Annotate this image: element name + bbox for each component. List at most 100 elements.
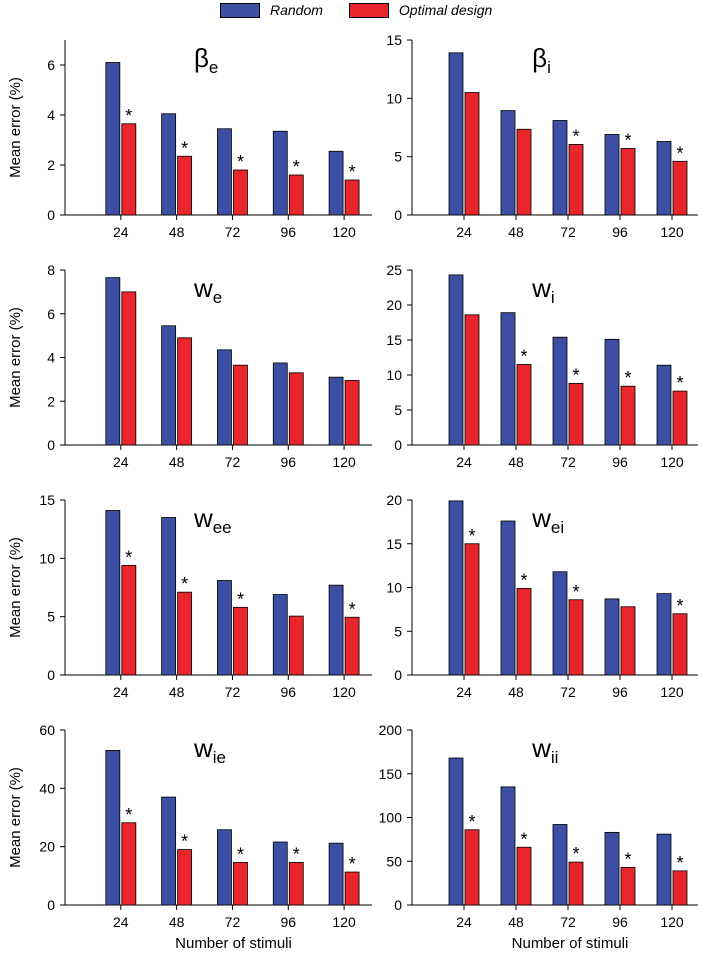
panel-2-y-tick-label: 10 — [386, 90, 402, 106]
panel-4-bar-optimal — [568, 382, 584, 446]
panel-3-y-tick-label: 6 — [47, 306, 55, 322]
legend-label-optimal: Optimal design — [398, 2, 493, 18]
panel-7-title-base: w — [193, 733, 213, 763]
panel-1-significance-marker: * — [125, 106, 132, 126]
panel-5-significance-marker: * — [181, 574, 188, 594]
panel-5-bar-optimal — [344, 616, 360, 676]
panel-1-title: βe — [194, 43, 218, 77]
panel-4-bar-optimal — [464, 314, 480, 446]
panel-7-significance-marker: * — [181, 832, 188, 852]
panel-3-title-base: w — [193, 273, 213, 303]
panel-6-bar-random — [604, 598, 620, 676]
panel-4-x-tick-label: 72 — [560, 454, 576, 470]
panel-2-y-tick-label: 5 — [394, 149, 402, 165]
panel-4-y-tick-label: 25 — [386, 262, 402, 278]
panel-3-bar-random — [272, 362, 288, 446]
legend-swatch-optimal — [348, 2, 389, 18]
panel-6-title-subscript: ei — [551, 518, 564, 537]
panel-2-bar-random — [552, 120, 568, 216]
panel-7-bar-optimal — [344, 871, 360, 906]
panel-3-bar-random — [328, 376, 344, 446]
panel-3-title: we — [193, 273, 222, 307]
panel-2-significance-marker: * — [676, 143, 683, 163]
panel-3-bar-random — [105, 277, 121, 446]
panel-7-significance-marker: * — [125, 805, 132, 825]
panel-7-bar-optimal — [177, 849, 193, 906]
panel-2-bar-random — [656, 141, 672, 216]
panel-1-y-tick-label: 2 — [47, 157, 55, 173]
panel-1-x-tick-label: 72 — [225, 224, 241, 240]
panel-6-bar-optimal — [516, 587, 532, 676]
panel-3-bar-optimal — [288, 372, 304, 446]
panel-8-significance-marker: * — [468, 812, 475, 832]
panel-7-bar-optimal — [121, 822, 137, 906]
panel-4-x-tick-label: 24 — [456, 454, 472, 470]
panel-7-bar-optimal — [233, 862, 248, 906]
panel-6-significance-marker: * — [520, 570, 527, 590]
panel-8-title-base: w — [531, 733, 551, 763]
panel-6-x-tick-label: 72 — [560, 684, 576, 700]
panel-7-x-tick-label: 120 — [332, 914, 356, 930]
panel-3-x-tick-label: 96 — [280, 454, 296, 470]
panel-2-bar-random — [448, 52, 464, 216]
panel-6-title: wei — [531, 503, 564, 537]
panel-6-bar-optimal — [568, 599, 584, 676]
panel-1-significance-marker: * — [349, 162, 356, 182]
panel-8-y-tick-label: 0 — [394, 897, 402, 913]
panel-6-bar-random — [448, 500, 464, 676]
panel-8-significance-marker: * — [676, 853, 683, 873]
panel-7-significance-marker: * — [293, 844, 300, 864]
panel-1-x-tick-label: 48 — [169, 224, 185, 240]
panel-1-title-base: β — [194, 43, 209, 73]
panel-6-significance-marker: * — [676, 596, 683, 616]
panel-8-y-tick-label: 200 — [379, 722, 403, 738]
panel-3-bar-optimal — [344, 380, 360, 446]
panel-5-y-axis-label: Mean error (%) — [7, 537, 24, 638]
panel-6-y-tick-label: 10 — [386, 580, 402, 596]
panel-7-bar-random — [272, 841, 288, 906]
panel-5-x-tick-label: 120 — [332, 684, 356, 700]
panel-6-bar-optimal — [620, 606, 636, 676]
panel-1-x-tick-label: 96 — [280, 224, 296, 240]
panel-8-significance-marker: * — [572, 844, 579, 864]
panel-5-bar-optimal — [233, 606, 248, 676]
panel-5-bar-optimal — [288, 615, 304, 676]
panel-5-significance-marker: * — [349, 599, 356, 619]
panel-7-y-tick-label: 0 — [47, 897, 55, 913]
panel-8-bar-random — [500, 786, 516, 906]
panel-3-y-tick-label: 2 — [47, 393, 55, 409]
panel-2-x-tick-label: 24 — [456, 224, 472, 240]
panel-7-bar-random — [161, 796, 177, 906]
panel-2-x-tick-label: 96 — [612, 224, 628, 240]
panel-6-significance-marker: * — [572, 582, 579, 602]
panel-1-bar-random — [328, 150, 344, 216]
panel-8-x-tick-label: 48 — [508, 914, 524, 930]
panel-1-bar-optimal — [288, 174, 304, 216]
panel-8-bar-random — [552, 824, 568, 906]
panel-5-bar-random — [217, 580, 232, 676]
panel-2-significance-marker: * — [572, 126, 579, 146]
panel-4-y-tick-label: 20 — [386, 297, 402, 313]
panel-1-title-subscript: e — [209, 58, 218, 77]
panel-1-bar-optimal — [233, 169, 248, 216]
panel-2-title: βi — [532, 43, 551, 77]
panel-6-bar-random — [552, 571, 568, 676]
panel-1-significance-marker: * — [237, 152, 244, 172]
panel-4-bar-optimal — [672, 390, 688, 446]
panel-1-x-tick-label: 24 — [113, 224, 129, 240]
panel-6-x-tick-label: 24 — [456, 684, 472, 700]
panel-3-bar-random — [161, 325, 177, 446]
panel-2-x-tick-label: 120 — [660, 224, 684, 240]
panel-4-bar-random — [604, 338, 620, 446]
panel-2-y-tick-label: 15 — [386, 32, 402, 48]
panel-1-y-tick-label: 0 — [47, 207, 55, 223]
panel-5-bar-optimal — [177, 591, 193, 676]
panel-7-bar-random — [328, 842, 344, 906]
panel-2-bar-random — [500, 110, 516, 216]
panel-5-y-tick-label: 5 — [47, 609, 55, 625]
panel-3-x-tick-label: 72 — [225, 454, 241, 470]
panel-7-bar-optimal — [288, 862, 304, 906]
panel-5-x-tick-label: 24 — [113, 684, 129, 700]
panel-8-bar-optimal — [620, 866, 636, 906]
panel-1-y-axis-label: Mean error (%) — [7, 77, 24, 178]
